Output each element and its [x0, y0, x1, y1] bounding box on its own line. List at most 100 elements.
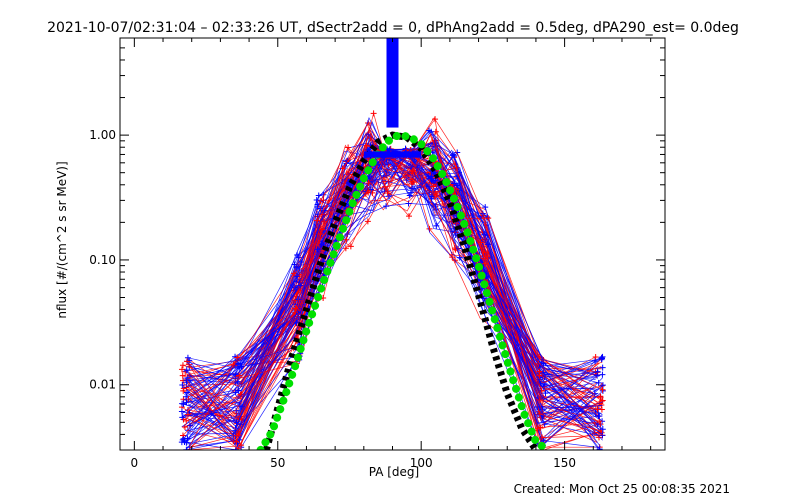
- observation-marker: [180, 385, 187, 392]
- observation-marker: [599, 432, 606, 439]
- observation-marker: [179, 381, 186, 388]
- observation-marker: [183, 399, 190, 406]
- observation-marker: [599, 386, 606, 393]
- green-fit-curve: [256, 130, 552, 450]
- observation-marker: [314, 246, 321, 253]
- observation-marker: [407, 189, 414, 196]
- observation-marker: [409, 185, 416, 192]
- observation-marker: [599, 364, 606, 371]
- observation-marker: [314, 217, 321, 224]
- observation-marker: [365, 189, 372, 196]
- observation-marker: [534, 425, 541, 432]
- observation-marker: [598, 401, 605, 408]
- observation-marker: [536, 353, 543, 360]
- x-tick-label: 150: [553, 456, 576, 470]
- observation-marker: [428, 193, 435, 200]
- observation-marker: [481, 260, 488, 267]
- observation-marker: [536, 368, 543, 375]
- y-tick-label: 0.01: [89, 378, 116, 392]
- observation-marker: [183, 439, 190, 446]
- observation-marker: [319, 226, 326, 233]
- observation-marker: [236, 372, 243, 379]
- observation-marker: [365, 180, 372, 187]
- observation-marker: [384, 190, 391, 197]
- observation-marker: [406, 213, 412, 220]
- observation-marker: [591, 390, 598, 397]
- observation-marker: [184, 435, 191, 442]
- observation-marker: [183, 417, 190, 424]
- observation-marker: [538, 388, 545, 395]
- observation-marker: [315, 192, 322, 199]
- observation-marker: [290, 270, 297, 277]
- observation-marker: [178, 408, 185, 415]
- observation-marker: [536, 397, 543, 404]
- observation-marker: [449, 152, 456, 159]
- x-axis: 0 50 100 150: [131, 38, 652, 470]
- x-tick-label: 100: [410, 456, 433, 470]
- observation-marker: [477, 239, 484, 246]
- observation-marker: [592, 353, 599, 360]
- observation-marker: [596, 418, 603, 425]
- observation-marker: [184, 411, 191, 418]
- y-axis: 0.01 0.10 1.00: [89, 37, 665, 451]
- observation-marker: [428, 173, 435, 180]
- observation-marker: [539, 434, 546, 441]
- observation-marker: [450, 180, 457, 187]
- y-tick-label: 0.10: [89, 253, 116, 267]
- x-axis-label: PA [deg]: [369, 465, 419, 479]
- observation-marker: [235, 387, 242, 394]
- observation-marker: [406, 192, 413, 199]
- observation-marker: [184, 354, 191, 361]
- observation-marker: [293, 319, 300, 326]
- observation-marker: [596, 446, 603, 450]
- observation-marker: [364, 218, 371, 225]
- observation-marker: [179, 436, 186, 443]
- observation-marker: [234, 354, 241, 361]
- observation-marker: [178, 366, 185, 373]
- peak-band: [363, 151, 422, 158]
- observation-marker: [342, 245, 349, 252]
- observation-marker: [183, 389, 190, 396]
- observation-marker: [180, 387, 187, 394]
- observation-marker: [370, 110, 377, 117]
- observation-marker: [426, 127, 433, 134]
- observation-marker: [292, 305, 299, 312]
- observation-marker: [453, 164, 460, 171]
- center-bar: [386, 38, 399, 128]
- observation-marker: [345, 144, 352, 151]
- observation-marker: [599, 371, 606, 378]
- observation-marker: [320, 218, 327, 225]
- observation-marker: [536, 410, 543, 417]
- observation-marker: [238, 442, 245, 449]
- observation-marker: [383, 203, 390, 210]
- x-tick-label: 50: [270, 456, 285, 470]
- y-tick-label: 1.00: [89, 128, 116, 142]
- observation-marker: [187, 422, 194, 429]
- observation-marker: [238, 403, 245, 410]
- x-tick-label: 0: [131, 456, 139, 470]
- observation-marker: [485, 215, 492, 222]
- observation-marker: [179, 400, 186, 407]
- observation-marker: [347, 243, 354, 250]
- chart-title: 2021-10-07/02:31:04 – 02:33:26 UT, dSect…: [47, 20, 739, 36]
- observation-marker: [596, 412, 603, 419]
- observation-marker: [409, 168, 416, 175]
- observation-marker: [297, 282, 304, 289]
- observation-marker: [595, 379, 602, 386]
- observation-marker: [233, 407, 240, 414]
- observation-marker: [594, 406, 601, 413]
- fit-curves: [256, 38, 552, 450]
- observation-marker: [482, 204, 489, 211]
- observation-marker: [183, 358, 190, 365]
- observation-marker: [343, 236, 350, 243]
- observation-marker: [405, 200, 412, 207]
- observation-marker: [484, 213, 491, 220]
- observation-marker: [235, 361, 242, 368]
- observation-marker: [179, 372, 186, 379]
- footer-timestamp: Created: Mon Oct 25 00:08:35 2021: [514, 482, 730, 496]
- observation-marker: [542, 390, 549, 397]
- observation-marker: [233, 432, 240, 439]
- observation-marker: [181, 424, 188, 431]
- observation-marker: [599, 353, 606, 360]
